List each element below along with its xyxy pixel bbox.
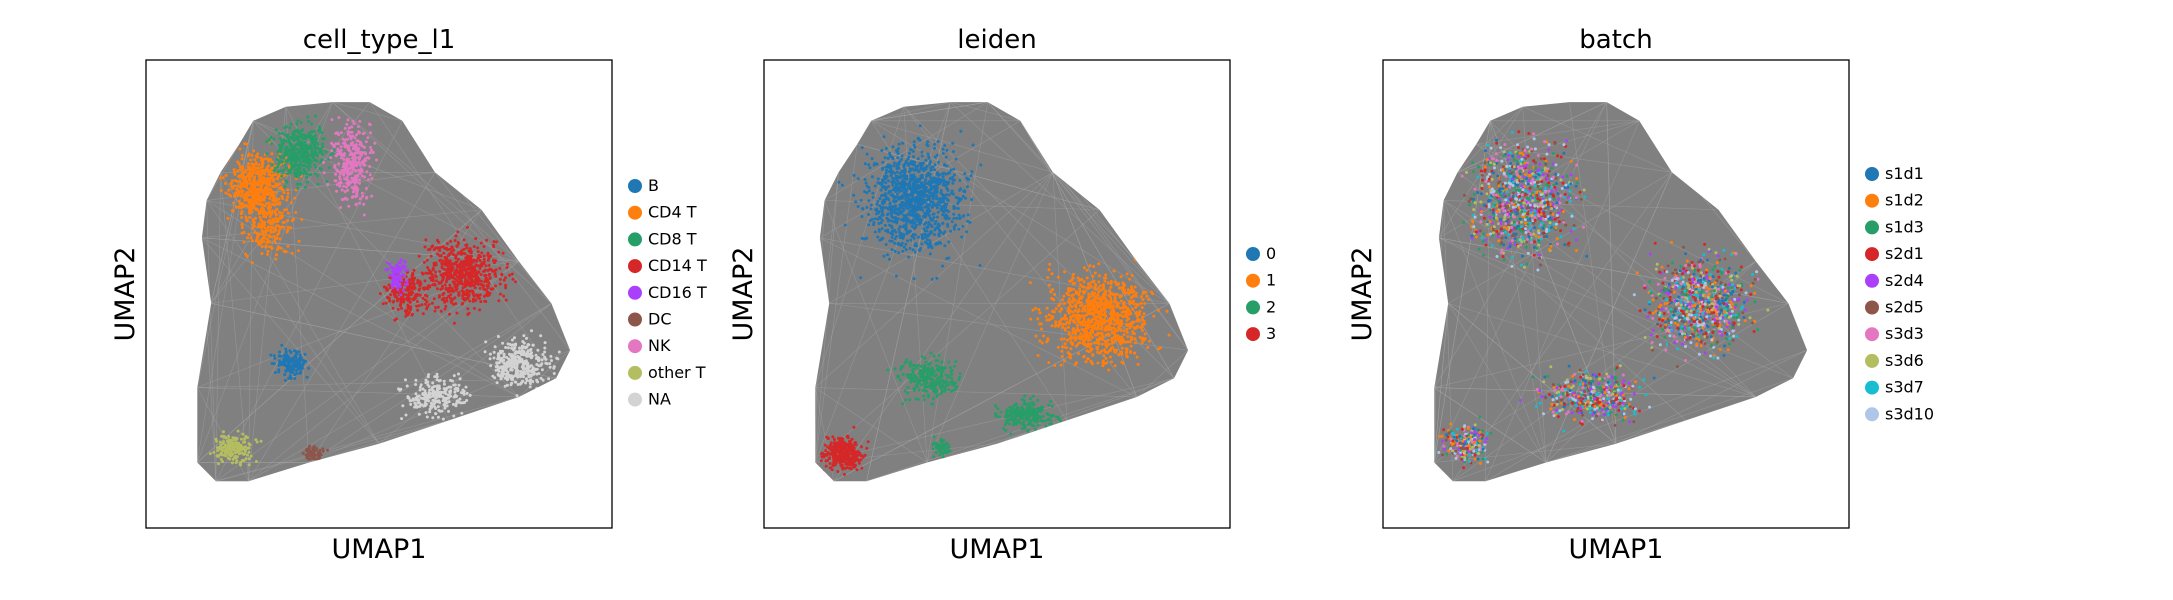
legend-marker [628,339,642,354]
plot-frame [1382,59,1850,529]
legend-marker [628,179,642,193]
legend-marker [1865,300,1879,315]
legend-label: NA [648,390,671,409]
legend-marker [1865,193,1879,208]
legend-marker [628,365,642,380]
scatter-points [208,114,561,467]
legend: s1d1 s1d2 s1d3 s2d1 s2d4 s2d5 s3d3 s3d6 s3d7 s3d1… [1865,164,1934,423]
legend-label: 0 [1266,244,1276,263]
plot-frame [763,59,1231,529]
x-axis-label: UMAP1 [332,534,427,565]
x-axis-label: UMAP1 [950,534,1045,565]
legend: 0 1 2 3 [1246,244,1276,343]
legend-label: s2d1 [1885,244,1924,263]
legend-label: 3 [1266,324,1276,343]
panel-batch: batchUMAP1UMAP2s1d1s1d2s1d3s2d1s2d4s2d5s… [1347,25,1934,565]
legend-marker [1865,167,1879,181]
legend-label: s3d7 [1885,378,1924,397]
legend-marker [628,232,642,247]
legend-label: s3d6 [1885,351,1924,370]
legend-label: CD14 T [648,256,707,275]
legend-label: CD8 T [648,229,697,248]
legend-label: s2d4 [1885,271,1924,290]
legend-marker [1865,247,1879,262]
legend-label: s2d5 [1885,298,1924,317]
y-axis-label: UMAP2 [110,247,141,342]
panel-leiden: leiden UMAP1 UMAP2 0 1 2 3 [728,25,1276,565]
legend: B CD4 T CD8 T CD14 T CD16 T DC NK other T NA [628,176,707,409]
legend-label: s3d10 [1885,404,1934,423]
y-axis-label: UMAP2 [1347,247,1378,342]
chart-title: batch [1579,25,1652,55]
chart-title: cell_type_l1 [303,25,456,55]
scatter-points [819,124,1171,476]
legend-marker [1246,300,1260,315]
legend-label: B [648,176,659,195]
legend-label: 1 [1266,271,1276,290]
legend-marker [628,312,642,327]
x-axis-label: UMAP1 [1569,534,1664,565]
chart-title: leiden [957,25,1036,55]
legend-marker [1246,273,1260,288]
graph-edges [197,102,571,482]
legend-label: NK [648,336,671,355]
legend-marker [1865,380,1879,395]
scatter-points [1437,130,1770,470]
graph-edge-lines [815,102,1189,482]
legend-label: other T [648,363,706,382]
legend-label: CD4 T [648,203,697,222]
legend-marker [628,205,642,220]
legend-label: s3d3 [1885,324,1924,343]
legend-marker [1865,353,1879,368]
panel-cell-type-l1: cell_type_l1 UMAP1 UMAP2 B CD4 T CD8 T CD14 T C… [110,25,707,565]
legend-marker [1246,327,1260,342]
legend-marker [1246,247,1260,261]
legend-marker [1865,407,1879,422]
legend-label: 2 [1266,297,1276,316]
legend-marker [1865,273,1879,288]
legend-label: DC [648,310,672,329]
legend-marker [628,285,642,300]
legend-marker [1865,220,1879,235]
legend-marker [1865,327,1879,342]
legend-label: s1d3 [1885,217,1924,236]
plot-frame [145,59,613,529]
legend-label: s1d1 [1885,164,1924,183]
legend-label: s1d2 [1885,191,1924,210]
legend-marker [628,259,642,274]
y-axis-label: UMAP2 [728,247,759,342]
legend-marker [628,392,642,407]
legend-label: CD16 T [648,283,707,302]
